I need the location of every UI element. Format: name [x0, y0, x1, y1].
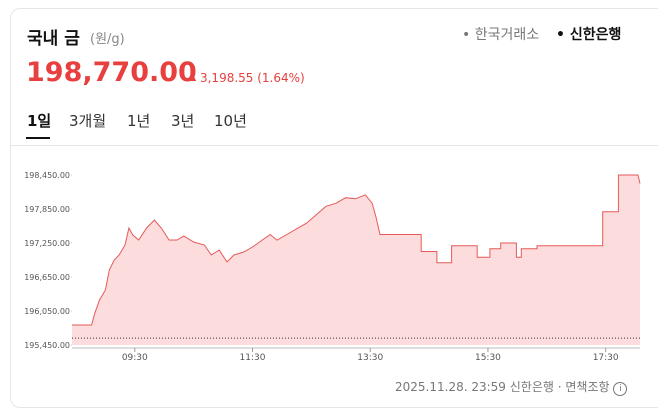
footer: 2025.11.28. 23:59 신한은행 · 면책조항 i — [395, 378, 628, 396]
x-tick-label: 11:30 — [240, 353, 266, 363]
source-label: 신한은행 — [569, 27, 622, 43]
y-tick-label: 198,450.00 — [24, 171, 70, 180]
tab[interactable]: 1년 — [127, 112, 151, 130]
y-tick-label: 196,650.00 — [24, 273, 70, 282]
change-value: 3,198.55 (1.64%) — [199, 71, 305, 85]
x-tick-label: 09:30 — [122, 353, 148, 363]
tab[interactable]: 10년 — [214, 112, 247, 130]
footer-source: 신한은행 — [509, 380, 554, 394]
divider — [10, 145, 658, 146]
y-tick-label: 195,450.00 — [24, 341, 70, 350]
timestamp: 2025.11.28. 23:59 — [395, 380, 506, 394]
unit: (원/g) — [90, 32, 125, 47]
title: 국내 금 — [27, 29, 80, 49]
price-line — [72, 174, 641, 326]
x-tick-label: 17:30 — [593, 353, 619, 363]
x-tick-label: 15:30 — [475, 353, 501, 363]
change: ▲ 3,198.55 (1.64%) — [190, 71, 305, 85]
y-tick-label: 197,850.00 — [24, 205, 70, 214]
disclaimer[interactable]: 면책조항 — [565, 380, 610, 394]
price: 198,770.00 — [26, 57, 197, 88]
source-label: 한국거래소 — [474, 27, 540, 43]
tab[interactable]: 1일 — [27, 112, 52, 130]
x-tick-label: 13:30 — [357, 353, 383, 363]
source-option[interactable]: • 한국거래소 — [462, 27, 540, 43]
area-fill — [72, 175, 640, 345]
tab[interactable]: 3개월 — [69, 112, 107, 130]
tab-underline — [26, 137, 50, 139]
info-icon[interactable]: i — [613, 382, 628, 396]
y-tick-label: 196,050.00 — [24, 307, 70, 316]
source-option[interactable]: • 신한은행 — [556, 27, 622, 43]
tab[interactable]: 3년 — [171, 112, 195, 130]
y-tick-label: 197,250.00 — [24, 239, 70, 248]
